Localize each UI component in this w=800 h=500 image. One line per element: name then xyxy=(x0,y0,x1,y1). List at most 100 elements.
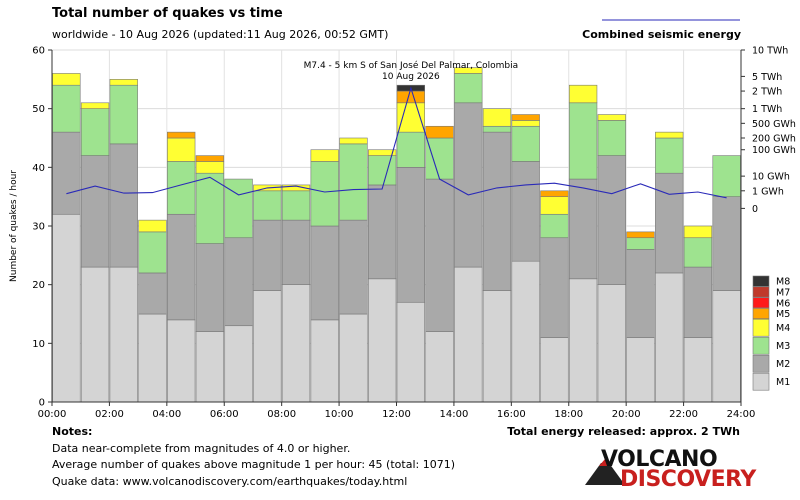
legend-label-m7: M7 xyxy=(776,287,790,298)
legend-label-m4: M4 xyxy=(776,323,790,334)
bar-m2-h10 xyxy=(339,219,368,315)
legend-swatch-m7 xyxy=(752,286,770,298)
bar-m2-h15 xyxy=(482,131,512,291)
bar-m4-h10 xyxy=(339,137,368,145)
bar-m1-h20 xyxy=(626,337,655,403)
bar-m4-h16 xyxy=(511,120,540,127)
bar-m2-h22 xyxy=(683,266,713,338)
legend-label-m5: M5 xyxy=(776,309,790,320)
legend-label-m6: M6 xyxy=(776,298,790,309)
bar-m5-h20 xyxy=(626,231,655,239)
bar-m3-h8 xyxy=(281,190,311,221)
bar-m3-h11 xyxy=(367,155,397,186)
bar-m2-h20 xyxy=(626,249,655,338)
note-line-2: Average number of quakes above magnitude… xyxy=(52,458,455,471)
notes-heading: Notes: xyxy=(52,425,93,438)
bar-m3-h6 xyxy=(224,178,253,239)
bar-m2-h11 xyxy=(367,184,397,280)
legend-swatch-m8 xyxy=(752,275,770,287)
bar-m2-h7 xyxy=(253,219,282,291)
bar-m1-h5 xyxy=(195,331,225,403)
bar-m2-h14 xyxy=(454,102,483,268)
bar-m5-h16 xyxy=(511,114,540,121)
logo-word-discovery: DISCOVERY xyxy=(620,467,756,492)
bar-m3-h23 xyxy=(712,155,741,197)
x-tick-label-5: 10:00 xyxy=(325,409,354,420)
bar-m1-h12 xyxy=(396,301,426,403)
x-tick-label-2: 04:00 xyxy=(152,409,181,420)
bar-m2-h5 xyxy=(195,243,225,332)
bar-m5-h17 xyxy=(540,190,569,197)
bar-m3-h21 xyxy=(655,137,684,174)
bar-m1-h3 xyxy=(138,313,167,403)
energy-tick-label-0: 10 TWh xyxy=(752,46,788,57)
bar-m1-h2 xyxy=(109,266,138,403)
bar-m4-h22 xyxy=(683,225,713,239)
bar-m1-h10 xyxy=(339,313,368,403)
bar-m4-h14 xyxy=(454,67,483,74)
bar-m4-h19 xyxy=(597,114,626,121)
energy-legend-label: Combined seismic energy xyxy=(582,28,741,41)
bar-m2-h1 xyxy=(80,155,110,268)
legend-label-m8: M8 xyxy=(776,277,790,288)
x-tick-label-6: 12:00 xyxy=(382,409,411,420)
legend-swatch-m5 xyxy=(752,308,770,319)
bar-m4-h3 xyxy=(138,219,167,233)
bar-m4-h15 xyxy=(482,108,512,127)
bar-m3-h0 xyxy=(52,84,81,133)
bar-m1-h9 xyxy=(310,319,339,403)
energy-tick-label-3: 1 TWh xyxy=(752,104,782,115)
bar-m2-h21 xyxy=(655,172,684,274)
bar-m1-h16 xyxy=(511,260,540,403)
bar-m2-h17 xyxy=(540,237,569,338)
bar-m1-h18 xyxy=(568,278,598,403)
bar-m3-h12 xyxy=(396,131,426,168)
legend-swatch-m1 xyxy=(752,372,770,391)
annotation-line-1: M7.4 - 5 km S of San José Del Palmar, Co… xyxy=(304,60,519,71)
bar-m3-h20 xyxy=(626,237,655,250)
bar-m1-h17 xyxy=(540,337,569,403)
bar-m2-h18 xyxy=(568,178,598,280)
total-energy: Total energy released: approx. 2 TWh xyxy=(507,425,740,438)
bar-m3-h10 xyxy=(339,143,368,221)
legend-swatch-m3 xyxy=(752,336,770,355)
bar-m3-h22 xyxy=(683,237,713,268)
bar-m1-h7 xyxy=(253,290,282,403)
bar-m2-h8 xyxy=(281,219,311,285)
y-axis-label: Number of quakes / hour xyxy=(9,170,19,282)
bar-m4-h0 xyxy=(52,73,81,86)
x-tick-label-8: 16:00 xyxy=(497,409,526,420)
bar-m2-h16 xyxy=(511,161,540,262)
legend-label-m2: M2 xyxy=(776,359,790,370)
note-line-3: Quake data: www.volcanodiscovery.com/ear… xyxy=(52,474,408,488)
bar-m3-h17 xyxy=(540,213,569,239)
legend-swatch-m6 xyxy=(752,297,770,309)
bar-m3-h9 xyxy=(310,161,339,227)
bar-m2-h2 xyxy=(109,143,138,268)
bar-m1-h0 xyxy=(52,213,81,403)
bar-m1-h21 xyxy=(655,272,684,403)
x-tick-label-0: 00:00 xyxy=(38,409,67,420)
bar-m1-h15 xyxy=(482,290,512,403)
volcano-icon xyxy=(585,459,625,485)
bar-m4-h9 xyxy=(310,149,339,162)
note-line-1: Data near-complete from magnitudes of 4.… xyxy=(52,441,351,455)
volcano-discovery-logo: VOLCANO DISCOVERY xyxy=(585,447,756,492)
chart-subtitle: worldwide - 10 Aug 2026 (updated:11 Aug … xyxy=(52,28,388,41)
energy-tick-label-5: 200 GWh xyxy=(752,134,796,145)
y-tick-label-50: 50 xyxy=(32,104,45,115)
bar-m1-h14 xyxy=(454,266,483,403)
bar-m4-h21 xyxy=(655,131,684,139)
bar-m3-h5 xyxy=(195,172,225,244)
bar-m3-h19 xyxy=(597,120,626,156)
energy-tick-label-2: 2 TWh xyxy=(752,87,782,98)
bar-m5-h5 xyxy=(195,155,225,162)
bar-m5-h13 xyxy=(425,125,454,139)
x-tick-label-1: 02:00 xyxy=(95,409,124,420)
bar-m3-h14 xyxy=(454,73,483,104)
bar-m2-h0 xyxy=(52,131,81,215)
bar-m4-h17 xyxy=(540,196,569,215)
bar-m3-h3 xyxy=(138,231,167,274)
energy-line xyxy=(66,86,727,199)
